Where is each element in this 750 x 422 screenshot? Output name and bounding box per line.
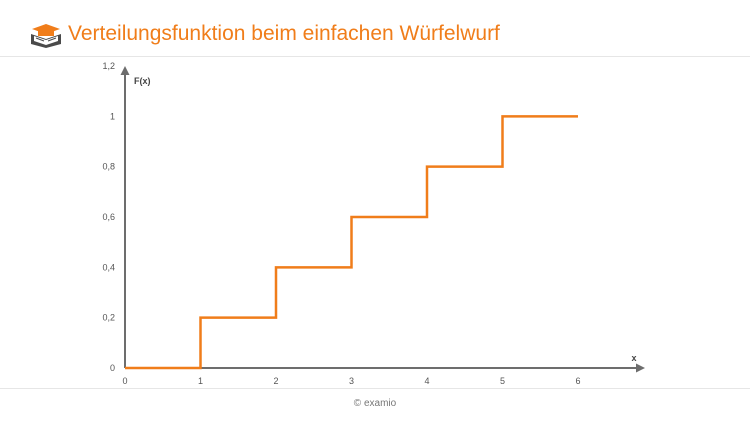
header: Verteilungsfunktion beim einfachen Würfe… xyxy=(0,0,750,56)
y-tick-label: 1 xyxy=(110,111,115,121)
x-axis-label: x xyxy=(631,353,636,363)
y-tick-label: 1,2 xyxy=(102,61,115,71)
header-divider xyxy=(0,56,750,57)
x-tick-label: 0 xyxy=(122,376,127,386)
y-tick-label: 0,4 xyxy=(102,262,115,272)
page-title: Verteilungsfunktion beim einfachen Würfe… xyxy=(68,22,500,45)
y-axis-arrow xyxy=(120,66,130,75)
y-tick-label: 0,8 xyxy=(102,162,115,172)
x-tick-label: 4 xyxy=(424,376,429,386)
x-tick-label: 5 xyxy=(500,376,505,386)
footer-divider xyxy=(0,388,750,389)
y-tick-label: 0,6 xyxy=(102,212,115,222)
x-tick-label: 2 xyxy=(273,376,278,386)
step-line xyxy=(125,115,578,370)
footer-copyright: © examio xyxy=(353,398,397,409)
y-tick-label: 0 xyxy=(110,363,115,373)
y-tick-label: 0,2 xyxy=(102,313,115,323)
x-axis-arrow xyxy=(636,363,645,373)
x-tick-label: 6 xyxy=(575,376,580,386)
x-tick-label: 1 xyxy=(198,376,203,386)
x-tick-label: 3 xyxy=(349,376,354,386)
book-graduation-cap-icon xyxy=(31,24,61,48)
y-axis-label: F(x) xyxy=(134,76,151,86)
